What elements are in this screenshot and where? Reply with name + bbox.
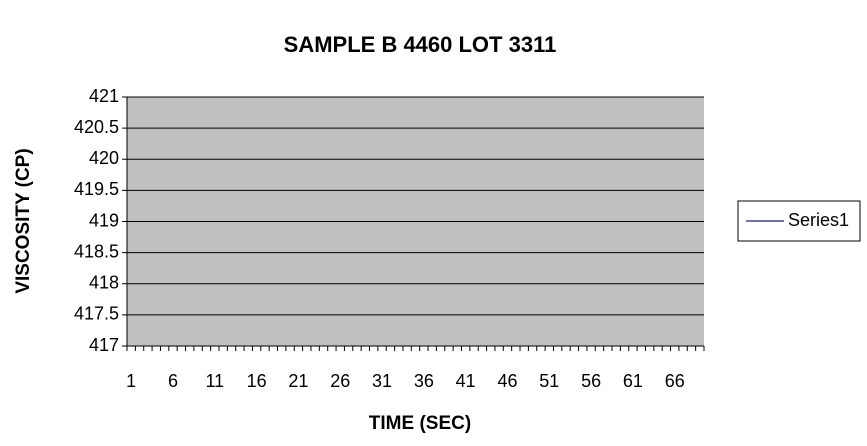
x-tick-label: 56: [581, 371, 601, 391]
x-tick-label: 51: [539, 371, 559, 391]
x-tick-label: 66: [665, 371, 685, 391]
y-tick-label: 417.5: [74, 304, 119, 324]
x-tick-label: 16: [247, 371, 267, 391]
x-tick-label: 46: [497, 371, 517, 391]
y-tick-label: 421: [89, 86, 119, 106]
y-tick-label: 418.5: [74, 241, 119, 261]
chart-title: SAMPLE B 4460 LOT 3311: [284, 32, 557, 57]
y-tick-label: 420.5: [74, 117, 119, 137]
y-tick-label: 417: [89, 335, 119, 355]
x-axis-label: TIME (SEC): [369, 413, 471, 434]
legend-label: Series1: [788, 210, 849, 230]
x-tick-label: 61: [623, 371, 643, 391]
x-tick-label: 41: [456, 371, 476, 391]
y-tick-label: 420: [89, 148, 119, 168]
x-tick-label: 31: [372, 371, 392, 391]
x-tick-label: 21: [288, 371, 308, 391]
x-tick-label: 26: [330, 371, 350, 391]
x-tick-label: 1: [126, 371, 136, 391]
y-tick-label: 419: [89, 210, 119, 230]
x-tick-label: 11: [205, 371, 224, 391]
y-tick-label: 419.5: [74, 179, 119, 199]
y-axis-label: VISCOSITY (CP): [13, 148, 34, 293]
x-tick-label: 6: [168, 371, 178, 391]
x-tick-label: 36: [414, 371, 434, 391]
y-tick-label: 418: [89, 273, 119, 293]
